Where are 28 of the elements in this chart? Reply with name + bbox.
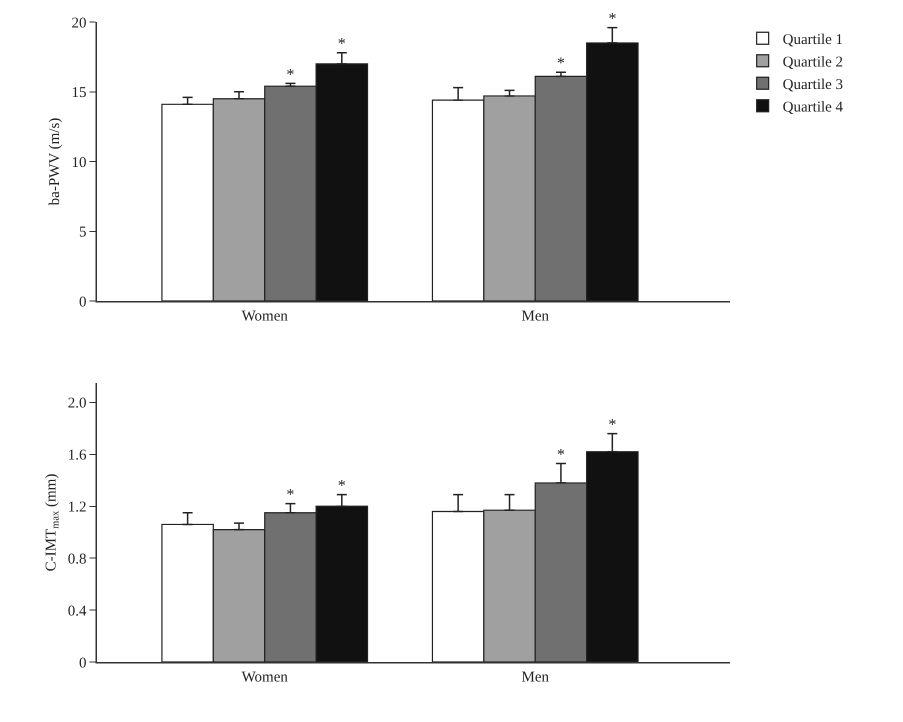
- legend-label: Quartile 3: [782, 77, 844, 94]
- y-axis-title: ba-PWV (m/s): [47, 118, 63, 206]
- y-tick-label: 0: [79, 294, 86, 310]
- y-tick-label: 1.2: [68, 500, 86, 516]
- y-tick-label: 1.6: [68, 448, 87, 464]
- data-label: *: [608, 10, 616, 28]
- x-tick-label: Women: [242, 308, 288, 324]
- legend-label: Quartile 4: [782, 100, 844, 116]
- y-tick-label: 5: [79, 224, 86, 240]
- data-label: *: [608, 416, 616, 434]
- y-tick-label: 15: [72, 85, 86, 101]
- y-tick-label: 0.8: [68, 551, 86, 568]
- x-tick-label: Men: [521, 308, 550, 324]
- legend-label: Quartile 2: [782, 54, 844, 71]
- y-tick-label: 10: [72, 154, 86, 171]
- y-tick-label: 20: [72, 15, 86, 32]
- y-tick-label: 0.4: [68, 603, 87, 620]
- x-tick-label: Women: [242, 670, 288, 686]
- x-tick-label: Men: [521, 670, 550, 686]
- data-label: *: [556, 446, 565, 464]
- y-tick-label: 2.0: [68, 396, 86, 412]
- data-label: *: [556, 55, 565, 72]
- legend-label: Quartile 1: [782, 32, 844, 48]
- data-label: *: [286, 486, 294, 504]
- y-tick-label: 0: [79, 655, 86, 672]
- data-label: *: [338, 478, 346, 495]
- data-label: *: [338, 36, 346, 53]
- data-label: *: [286, 66, 294, 84]
